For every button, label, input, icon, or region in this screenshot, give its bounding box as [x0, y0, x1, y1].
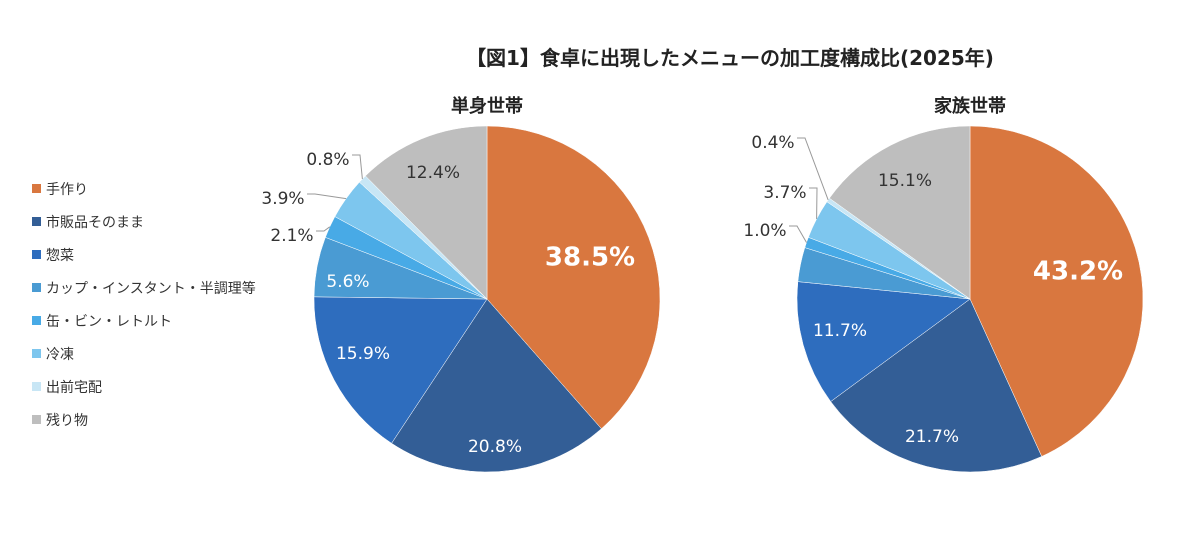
legend-label: 出前宅配	[46, 379, 102, 396]
legend-swatch	[32, 316, 41, 325]
leader-line	[789, 225, 807, 243]
legend-label: 残り物	[46, 412, 88, 429]
legend-swatch	[32, 283, 41, 292]
legend-label: 惣菜	[46, 247, 74, 264]
legend-item: 残り物	[32, 403, 256, 436]
data-label: 21.7%	[905, 427, 959, 447]
data-label: 0.8%	[306, 150, 349, 170]
legend-label: カップ・インスタント・半調理等	[46, 280, 256, 297]
pie-slice	[796, 281, 971, 402]
pie-slice	[391, 298, 602, 473]
leader-line	[797, 137, 829, 201]
legend-item: 出前宅配	[32, 370, 256, 403]
pie-slice	[969, 125, 1144, 457]
data-label: 12.4%	[406, 163, 460, 183]
legend-swatch	[32, 250, 41, 259]
legend-label: 缶・ビン・レトルト	[46, 313, 172, 330]
leader-line	[307, 193, 347, 200]
pie-slice	[313, 296, 488, 444]
data-label: 15.9%	[336, 344, 390, 364]
pie-slice	[830, 298, 1043, 473]
data-label: 20.8%	[468, 437, 522, 457]
data-label: 1.0%	[743, 221, 786, 241]
legend-label: 冷凍	[46, 346, 74, 363]
pie-slice	[365, 125, 488, 300]
chart-title: 【図1】食卓に出現したメニューの加工度構成比(2025年)	[466, 46, 994, 70]
data-label: 43.2%	[1033, 257, 1123, 287]
data-label: 3.7%	[763, 183, 806, 203]
legend-item: 缶・ビン・レトルト	[32, 304, 256, 337]
legend-swatch	[32, 217, 41, 226]
data-label: 2.1%	[270, 226, 313, 246]
leader-line	[352, 154, 363, 180]
legend: 手作り 市販品そのまま 惣菜 カップ・インスタント・半調理等 缶・ビン・レトルト…	[32, 172, 256, 436]
pie-slice	[829, 125, 971, 300]
legend-item: 冷凍	[32, 337, 256, 370]
pie-title-single: 単身世帯	[451, 96, 523, 117]
legend-swatch	[32, 184, 41, 193]
data-label: 11.7%	[813, 321, 867, 341]
legend-swatch	[32, 349, 41, 358]
legend-item: 市販品そのまま	[32, 205, 256, 238]
legend-item: 手作り	[32, 172, 256, 205]
legend-label: 市販品そのまま	[46, 214, 144, 231]
pie-title-family: 家族世帯	[934, 96, 1006, 117]
data-label: 3.9%	[261, 189, 304, 209]
legend-label: 手作り	[46, 181, 88, 198]
pie-slice	[486, 125, 661, 430]
data-label: 0.4%	[751, 133, 794, 153]
legend-item: 惣菜	[32, 238, 256, 271]
legend-swatch	[32, 415, 41, 424]
leader-line	[316, 226, 331, 232]
legend-swatch	[32, 382, 41, 391]
data-label: 15.1%	[878, 171, 932, 191]
data-label: 5.6%	[326, 272, 369, 292]
data-label: 38.5%	[545, 243, 635, 273]
legend-item: カップ・インスタント・半調理等	[32, 271, 256, 304]
leader-line	[809, 187, 818, 220]
